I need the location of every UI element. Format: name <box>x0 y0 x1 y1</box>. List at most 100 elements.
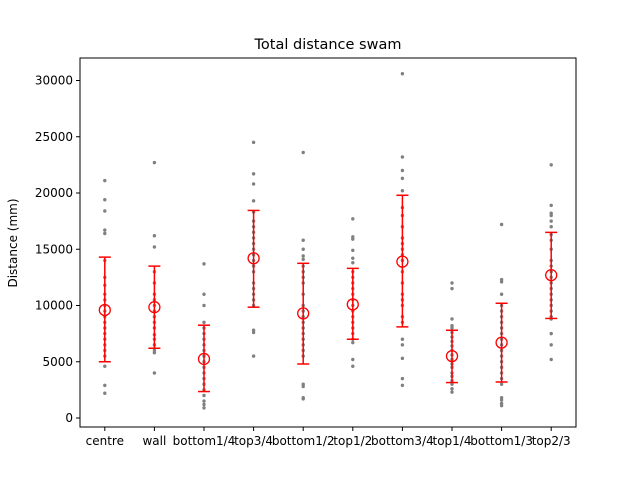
y-tick-label-1: 0 <box>65 411 73 425</box>
x-tick-label-5: bottom1/2 <box>272 434 335 448</box>
data-point-6-5 <box>351 256 355 260</box>
data-point-6-1 <box>351 217 355 221</box>
data-point-1-3 <box>103 209 107 213</box>
chart-title: Total distance swam <box>254 37 402 53</box>
data-point-7-2 <box>400 155 405 159</box>
data-point-9-3 <box>499 280 504 284</box>
data-point-9-1 <box>499 222 504 227</box>
data-point-4-3 <box>251 182 256 186</box>
data-point-5-24 <box>301 397 305 401</box>
data-point-6-21 <box>351 357 355 362</box>
y-tick-label-2: 5000 <box>42 355 73 369</box>
x-tick-label-2: wall <box>142 434 166 448</box>
data-point-10-23 <box>549 343 553 347</box>
data-point-10-6 <box>549 225 553 229</box>
data-point-5-3 <box>301 247 305 251</box>
data-point-9-23 <box>499 403 504 408</box>
data-point-8-18 <box>450 382 454 386</box>
data-point-3-19 <box>202 402 206 407</box>
data-point-7-25 <box>400 383 405 388</box>
data-point-10-4 <box>549 213 553 218</box>
data-point-3-18 <box>202 399 206 403</box>
data-point-7-23 <box>400 356 405 361</box>
data-point-9-19 <box>499 382 504 386</box>
plot-frame <box>79 57 577 428</box>
data-point-8-5 <box>450 326 454 330</box>
data-point-1-2 <box>103 198 107 202</box>
data-point-7-1 <box>400 72 405 76</box>
data-point-1-1 <box>103 178 107 183</box>
data-point-4-4 <box>251 199 256 203</box>
data-point-2-3 <box>152 245 157 249</box>
data-point-10-22 <box>549 331 553 336</box>
data-point-2-18 <box>152 371 157 375</box>
mean-marker-9 <box>495 336 508 349</box>
y-tick-label-3: 10000 <box>35 299 73 313</box>
data-point-7-5 <box>400 189 405 193</box>
x-tick-label-3: bottom1/4 <box>173 434 236 448</box>
data-point-6-20 <box>351 340 355 345</box>
data-point-1-4 <box>103 228 107 232</box>
summary-markers <box>98 194 558 393</box>
data-point-1-22 <box>103 383 107 388</box>
x-tick-label-4: top3/4 <box>234 434 273 448</box>
data-point-8-3 <box>450 317 454 321</box>
data-point-9-21 <box>499 398 504 402</box>
y-tick-label-5: 20000 <box>35 186 73 200</box>
data-point-6-3 <box>351 237 355 241</box>
axes: 0 5000 10000 15000 20000 25000 30000 centre wall… <box>35 57 577 448</box>
data-point-2-17 <box>152 351 157 355</box>
data-point-7-24 <box>400 376 405 381</box>
mean-marker-7 <box>396 255 409 268</box>
data-point-1-21 <box>103 364 107 368</box>
data-point-6-22 <box>351 364 355 368</box>
mean-marker-1 <box>98 303 111 317</box>
data-point-4-1 <box>251 140 256 145</box>
x-tick-label-10: top2/3 <box>532 434 571 448</box>
data-point-7-22 <box>400 343 405 347</box>
data-point-6-4 <box>351 248 355 253</box>
mean-marker-4 <box>247 252 260 265</box>
data-point-10-1 <box>549 163 553 167</box>
data-point-5-5 <box>301 257 305 262</box>
mean-marker-3 <box>197 352 211 366</box>
data-point-3-1 <box>202 262 206 266</box>
mean-marker-2 <box>148 301 161 314</box>
mean-marker-6 <box>346 298 359 311</box>
data-point-5-22 <box>301 384 305 389</box>
data-point-2-2 <box>152 234 157 238</box>
data-point-8-2 <box>450 286 454 291</box>
data-point-9-4 <box>499 292 504 296</box>
data-point-7-3 <box>400 168 405 173</box>
x-tick-label-7: bottom3/4 <box>371 434 434 448</box>
x-tick-label-6: top1/2 <box>333 434 372 448</box>
y-tick-label-6: 25000 <box>35 130 73 144</box>
data-point-2-1 <box>152 160 157 165</box>
mean-marker-10 <box>545 268 558 282</box>
data-point-7-21 <box>400 337 405 341</box>
y-axis-label: Distance (mm) <box>6 198 20 287</box>
y-tick-label-4: 15000 <box>35 242 73 256</box>
data-point-5-2 <box>301 238 305 242</box>
x-tick-label-9: bottom1/3 <box>470 434 533 448</box>
data-point-6-6 <box>351 261 355 265</box>
mean-marker-5 <box>297 307 310 320</box>
data-point-3-20 <box>202 406 206 410</box>
data-point-3-3 <box>202 303 206 308</box>
data-point-8-19 <box>450 387 454 391</box>
data-point-4-23 <box>251 354 256 358</box>
mean-marker-8 <box>445 349 459 363</box>
data-point-10-24 <box>549 357 553 362</box>
data-point-5-4 <box>301 254 305 258</box>
y-tick-label-7: 30000 <box>35 74 73 88</box>
data-point-3-17 <box>202 393 206 398</box>
data-point-3-4 <box>202 320 206 325</box>
data-point-1-5 <box>103 231 107 236</box>
data-point-4-22 <box>251 330 256 335</box>
data-point-8-20 <box>450 390 454 394</box>
data-point-4-2 <box>251 172 256 176</box>
data-point-8-1 <box>450 281 454 285</box>
data-point-10-5 <box>549 219 553 223</box>
